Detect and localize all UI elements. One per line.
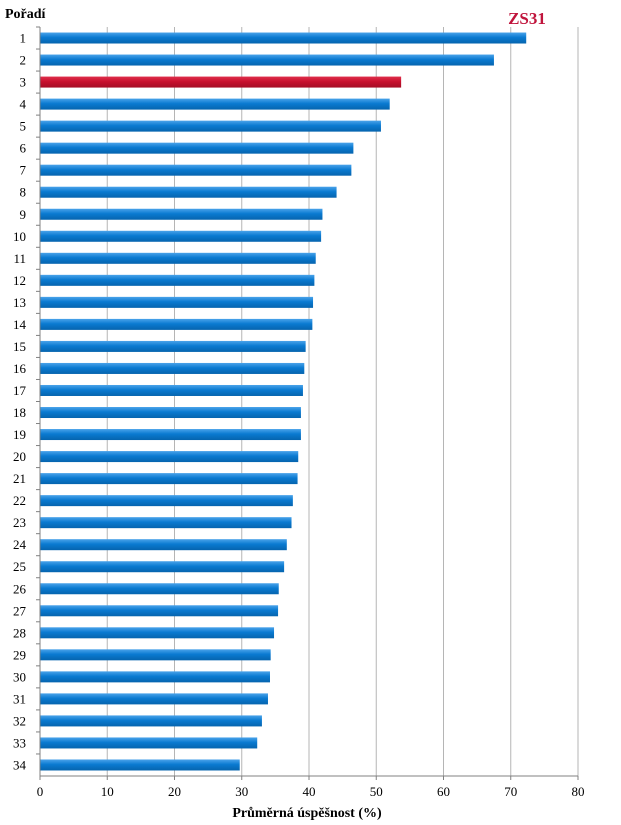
bar-19 <box>40 429 301 441</box>
bar-1 <box>40 32 527 44</box>
x-axis-title: Průměrná úspěšnost (%) <box>232 806 382 821</box>
y-tick-label-33: 33 <box>13 735 26 750</box>
y-tick-label-11: 11 <box>13 251 26 266</box>
x-tick-label-50: 50 <box>370 784 383 799</box>
y-axis-title: Pořadí <box>5 7 47 22</box>
bar-17 <box>40 384 303 396</box>
y-tick-label-14: 14 <box>13 317 27 332</box>
bar-20 <box>40 451 299 463</box>
bar-16 <box>40 362 305 374</box>
x-tick-label-70: 70 <box>504 784 517 799</box>
y-tick-label-18: 18 <box>13 405 26 420</box>
bar-3 <box>40 76 402 88</box>
y-tick-label-6: 6 <box>20 141 27 156</box>
x-tick-label-80: 80 <box>572 784 585 799</box>
bar-7 <box>40 164 352 176</box>
y-tick-label-22: 22 <box>13 493 26 508</box>
y-tick-label-13: 13 <box>13 295 26 310</box>
bar-29 <box>40 649 271 661</box>
bar-25 <box>40 561 285 573</box>
y-tick-label-1: 1 <box>20 31 27 46</box>
bar-18 <box>40 407 301 419</box>
y-tick-label-2: 2 <box>20 53 27 68</box>
bar-24 <box>40 539 287 551</box>
y-tick-label-27: 27 <box>13 603 27 618</box>
y-tick-label-7: 7 <box>20 163 27 178</box>
bar-4 <box>40 98 390 110</box>
y-tick-label-19: 19 <box>13 427 26 442</box>
y-tick-label-26: 26 <box>13 581 27 596</box>
bar-13 <box>40 296 314 308</box>
y-tick-label-17: 17 <box>13 383 27 398</box>
y-tick-label-9: 9 <box>20 207 27 222</box>
bar-23 <box>40 517 292 529</box>
y-tick-label-3: 3 <box>20 75 27 90</box>
bar-28 <box>40 627 275 639</box>
y-tick-label-21: 21 <box>13 471 26 486</box>
axes: 0 10 20 30 40 50 60 70 8012345678910111213141516… <box>13 26 585 799</box>
x-tick-label-60: 60 <box>437 784 450 799</box>
bar-15 <box>40 340 306 352</box>
y-tick-label-4: 4 <box>20 97 27 112</box>
bar-33 <box>40 737 258 749</box>
y-tick-label-32: 32 <box>13 713 26 728</box>
y-tick-label-12: 12 <box>13 273 26 288</box>
bar-34 <box>40 759 240 771</box>
bar-12 <box>40 274 315 286</box>
x-tick-label-40: 40 <box>303 784 316 799</box>
x-tick-label-30: 30 <box>235 784 248 799</box>
y-tick-label-8: 8 <box>20 185 27 200</box>
bar-8 <box>40 186 337 198</box>
bar-26 <box>40 583 279 595</box>
x-tick-label-20: 20 <box>168 784 181 799</box>
y-tick-label-20: 20 <box>13 449 26 464</box>
bar-22 <box>40 495 293 507</box>
bar-10 <box>40 230 322 242</box>
y-tick-label-28: 28 <box>13 625 26 640</box>
bar-2 <box>40 54 494 66</box>
bar-9 <box>40 208 323 220</box>
y-tick-label-29: 29 <box>13 647 26 662</box>
y-tick-label-10: 10 <box>13 229 26 244</box>
bar-32 <box>40 715 262 727</box>
highlight-callout-label: ZS31 <box>508 9 546 28</box>
bar-6 <box>40 142 354 154</box>
bar-30 <box>40 671 270 683</box>
bar-21 <box>40 473 298 485</box>
bar-11 <box>40 252 316 264</box>
y-tick-label-15: 15 <box>13 339 26 354</box>
grid-lines <box>106 27 579 776</box>
bar-14 <box>40 318 313 330</box>
y-tick-label-25: 25 <box>13 559 26 574</box>
bar-5 <box>40 120 381 132</box>
y-tick-label-30: 30 <box>13 669 26 684</box>
y-tick-label-23: 23 <box>13 515 26 530</box>
y-tick-label-31: 31 <box>13 691 26 706</box>
y-tick-label-34: 34 <box>13 757 27 772</box>
bar-27 <box>40 605 279 617</box>
bars <box>40 32 527 771</box>
x-tick-label-0: 0 <box>37 784 44 799</box>
y-tick-label-5: 5 <box>20 119 27 134</box>
y-tick-label-16: 16 <box>13 361 27 376</box>
x-tick-label-10: 10 <box>101 784 114 799</box>
bar-31 <box>40 693 268 705</box>
y-tick-label-24: 24 <box>13 537 27 552</box>
